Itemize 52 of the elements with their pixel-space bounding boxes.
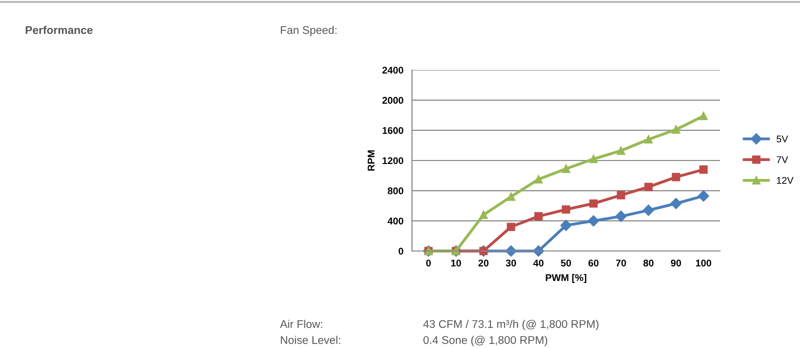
x-tick-label: 0 [426,260,431,266]
point [615,210,627,222]
x-tick-label: 60 [588,260,599,266]
point [506,222,516,232]
point [589,154,598,164]
x-tick-label: 30 [506,260,516,266]
y-tick-label: 1600 [382,127,404,134]
text: Air Flow: [280,320,322,328]
point [562,205,570,214]
point [534,175,543,184]
point [479,210,488,219]
point [642,204,654,216]
point [616,146,626,155]
point [670,198,682,210]
point [644,182,653,192]
x-axis-title: PWM [%] [546,274,586,284]
y-tick-label: 0 [398,248,404,255]
y-axis-title: RPM [368,150,374,171]
point [698,190,710,202]
x-tick-label: 20 [478,260,489,266]
point [588,215,600,226]
y-tick-label: 1200 [382,157,404,164]
text: Fan Speed: [280,26,336,36]
x-tick-label: 90 [670,260,682,266]
y-tick-label: 2000 [382,96,404,104]
legend-label: 5V [776,136,788,142]
text: Performance [26,26,93,34]
text: 0.4 Sone (@ 1,800 RPM) [423,336,548,346]
y-tick-label: 400 [388,218,404,224]
x-tick-label: 40 [533,260,544,266]
point [672,172,680,182]
x-tick-label: 50 [560,260,572,266]
point [699,112,708,120]
legend-label: 12V [776,176,794,184]
x-tick-label: 10 [451,260,462,266]
point [699,165,708,174]
x-tick-label: 80 [643,260,654,266]
text: Noise Level: [280,336,340,344]
point [672,125,680,134]
y-tick-label: 2400 [382,66,404,74]
x-tick-label: 70 [616,260,626,266]
legend-label: 7V [776,156,788,164]
point [534,212,543,220]
point [506,192,516,201]
point [644,135,653,144]
point [589,199,598,208]
x-tick-label: 100 [696,260,712,266]
point [562,164,570,173]
text: 43 CFM / 73.1 m³/h (@ 1,800 RPM) [423,320,598,330]
point [560,220,572,231]
y-tick-label: 800 [388,187,404,194]
point [616,191,626,200]
